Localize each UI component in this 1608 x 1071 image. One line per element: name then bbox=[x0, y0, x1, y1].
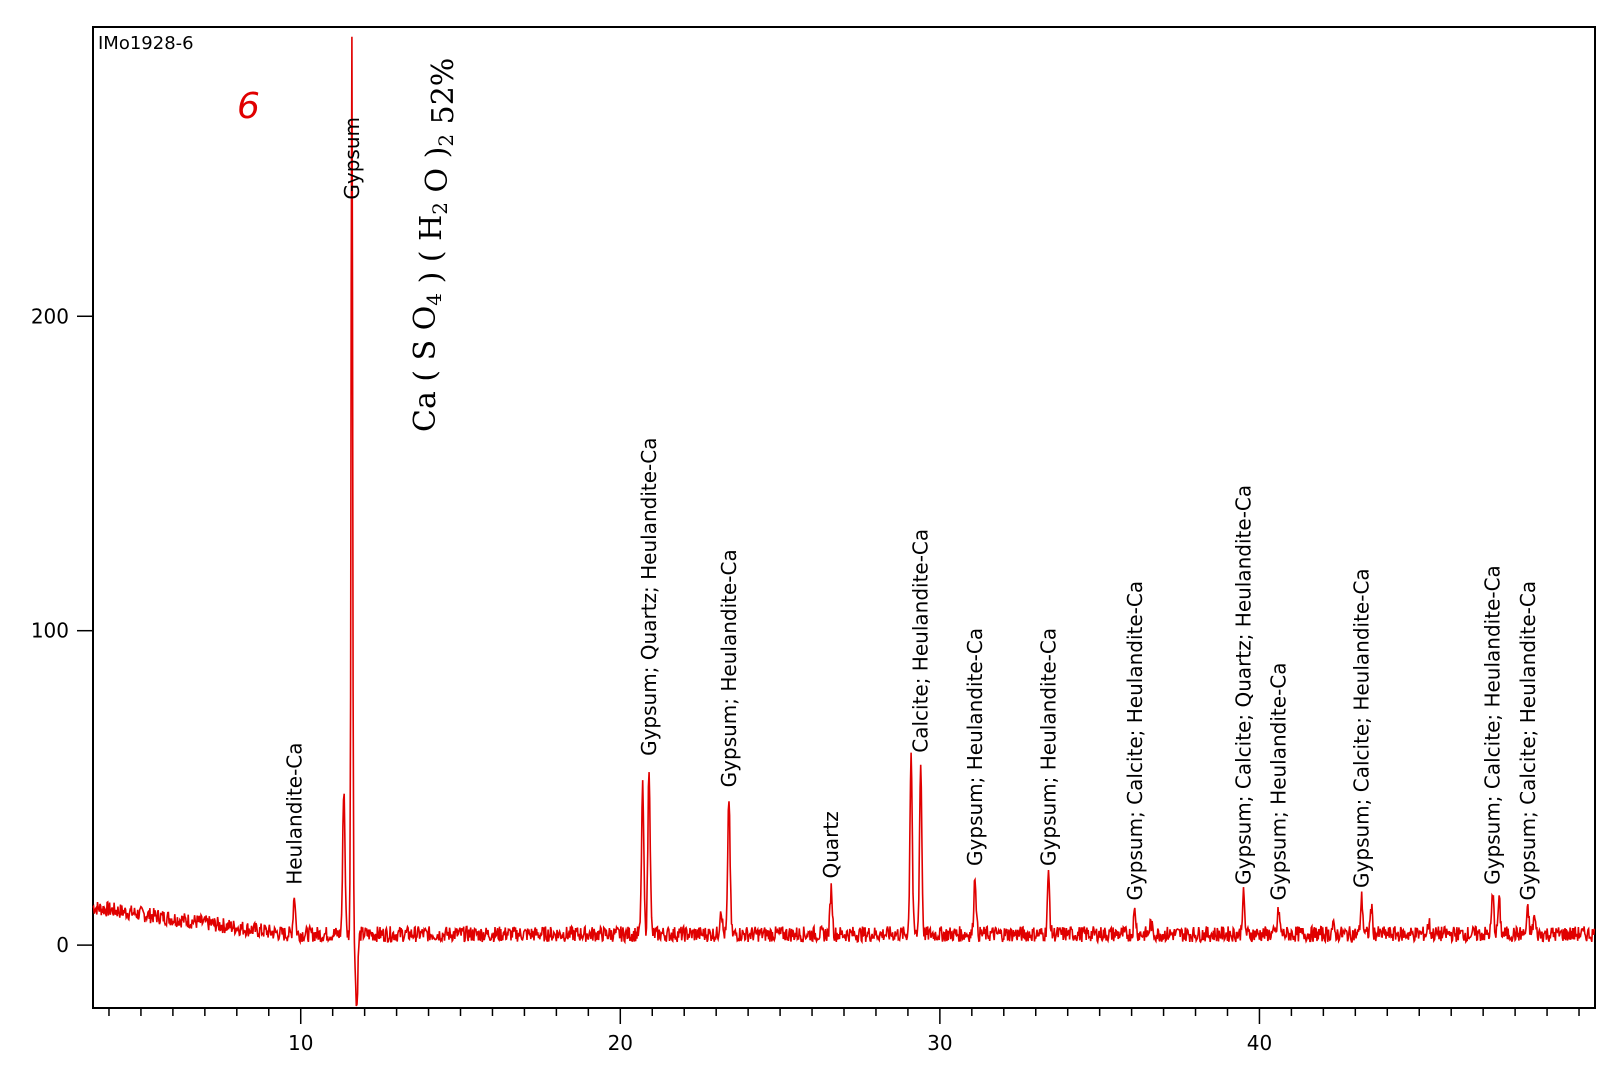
formula-text: 52% bbox=[426, 58, 461, 134]
y-tick-label: 200 bbox=[31, 304, 69, 328]
peak-label: Gypsum; Calcite; Heulandite-Ca bbox=[1481, 565, 1505, 885]
x-tick-label: 40 bbox=[1247, 1031, 1272, 1055]
peak-label: Gypsum bbox=[340, 117, 364, 200]
peak-label: Gypsum; Calcite; Quartz; Heulandite-Ca bbox=[1231, 485, 1255, 885]
formula-text: O ) bbox=[420, 147, 455, 202]
trace-layer bbox=[92, 36, 1596, 1007]
peak-label: Gypsum; Heulandite-Ca bbox=[717, 549, 741, 787]
peak-label: Gypsum; Calcite; Heulandite-Ca bbox=[1516, 581, 1540, 901]
peak-label: Gypsum; Heulandite-Ca bbox=[1037, 628, 1061, 866]
peak-label: Calcite; Heulandite-Ca bbox=[909, 529, 933, 753]
peak-label: Gypsum; Calcite; Heulandite-Ca bbox=[1123, 581, 1147, 901]
x-tick-label: 20 bbox=[608, 1031, 633, 1055]
peak-label: Quartz bbox=[819, 811, 843, 878]
axes: 10 20 30 40 0 100 200 bbox=[31, 26, 1596, 1055]
peak-label: Gypsum; Quartz; Heulandite-Ca bbox=[637, 438, 661, 756]
mineral-formula: Ca ( S O4 ) ( H2 O )2 52% bbox=[408, 58, 461, 432]
y-tick-label: 100 bbox=[31, 619, 69, 643]
formula-subscript: 4 bbox=[422, 293, 446, 306]
sample-id: IMo1928-6 bbox=[98, 33, 194, 54]
formula-subscript: 2 bbox=[434, 134, 458, 147]
peak-labels: Heulandite-Ca Gypsum Gypsum; Quartz; Heula… bbox=[282, 117, 1540, 901]
panel-number: 6 bbox=[237, 86, 260, 127]
peak-label: Heulandite-Ca bbox=[282, 742, 306, 884]
formula-text: ) ( H bbox=[414, 215, 449, 293]
formula-subscript: 2 bbox=[428, 202, 452, 215]
peak-label: Gypsum; Heulandite-Ca bbox=[963, 628, 987, 866]
formula-text: Ca ( S O bbox=[408, 306, 443, 432]
peak-label: Gypsum; Calcite; Heulandite-Ca bbox=[1350, 568, 1374, 888]
y-tick-label: 0 bbox=[56, 933, 69, 957]
peak-label: Gypsum; Heulandite-Ca bbox=[1267, 662, 1291, 900]
x-tick-label: 10 bbox=[288, 1031, 313, 1055]
x-tick-label: 30 bbox=[927, 1031, 952, 1055]
diffraction-trace bbox=[92, 36, 1596, 1007]
